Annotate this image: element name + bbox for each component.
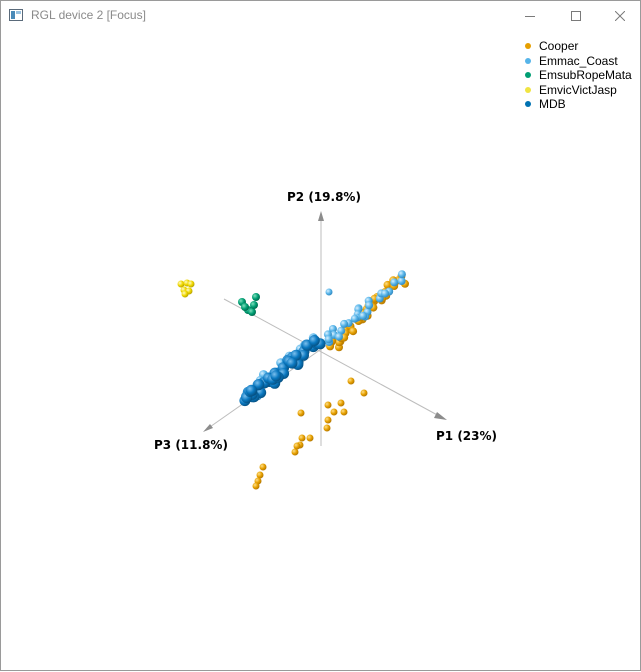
close-button[interactable] [597, 1, 641, 31]
legend-label: Emmac_Coast [539, 53, 618, 68]
maximize-button[interactable] [553, 1, 599, 31]
minimize-icon [525, 16, 535, 17]
point-mdb [270, 370, 282, 382]
legend-swatch [525, 101, 531, 107]
point-cooper [383, 280, 392, 289]
p1-axis-label: P1 (23%) [436, 429, 497, 443]
p2-axis-label: P2 (19.8%) [287, 190, 361, 204]
point-emmac-coast [337, 326, 346, 335]
window-title: RGL device 2 [Focus] [31, 8, 146, 22]
point-emvicvictjasp [181, 290, 189, 298]
legend-label: Cooper [539, 39, 579, 53]
point-cooper [298, 434, 306, 442]
point-cooper [347, 377, 355, 385]
close-icon [615, 11, 625, 21]
point-cooper [252, 482, 260, 490]
point-mdb [286, 357, 298, 369]
legend-swatch [525, 43, 531, 49]
point-mdb [245, 384, 257, 396]
p1-axis-line [223, 298, 442, 418]
sample-points [177, 270, 409, 490]
point-cooper [323, 424, 331, 432]
point-emmac-coast [365, 301, 374, 310]
point-emmac-coast [359, 311, 368, 320]
legend-swatch [525, 86, 531, 93]
point-emmac-coast [350, 314, 359, 323]
point-cooper [293, 442, 301, 450]
point-cooper [340, 408, 348, 416]
p1-axis-arrowhead [434, 412, 447, 420]
point-cooper [324, 416, 332, 424]
point-emsubropemata [252, 293, 260, 301]
title-bar[interactable]: RGL device 2 [Focus] [1, 1, 640, 31]
point-cooper [306, 434, 314, 442]
maximize-icon [571, 11, 581, 21]
point-emmac-coast [381, 289, 390, 298]
p3-axis-arrowhead [203, 424, 213, 432]
point-emsubropemata [250, 301, 258, 309]
point-emmac-coast [390, 278, 399, 287]
p3-axis-label: P3 (11.8%) [154, 438, 228, 452]
rgl-app-icon [9, 9, 23, 21]
legend-swatch [525, 57, 531, 64]
point-emmac-coast [328, 325, 337, 333]
point-cooper [297, 409, 305, 417]
point-emsubropemata [241, 303, 249, 311]
legend-label: EmsubRopeMata [539, 68, 632, 82]
point-emmac-coast [340, 319, 349, 328]
point-mdb [308, 335, 320, 346]
point-emmac-coast [324, 335, 333, 344]
point-cooper [330, 408, 338, 416]
point-emvicvictjasp [187, 280, 195, 288]
axis-lines [203, 211, 447, 446]
point-cooper [291, 448, 299, 456]
legend-label: EmvicVictJasp [539, 82, 617, 97]
rgl-3d-plot-canvas[interactable]: P2 (19.8%) P1 (23%) P3 (11.8%) [1, 31, 641, 672]
point-cooper [360, 389, 368, 397]
point-mdb [253, 379, 265, 390]
point-emmac-coast [397, 277, 406, 285]
point-cooper [337, 399, 345, 407]
point-cooper [256, 471, 264, 479]
point-emvicvictjasp [177, 280, 185, 288]
point-cooper [349, 327, 358, 336]
point-emmac-coast [335, 332, 343, 341]
point-emmac-coast [325, 288, 333, 296]
point-emsubropemata [248, 308, 256, 316]
p2-axis-arrowhead [318, 211, 324, 221]
point-cooper [259, 463, 267, 471]
point-emmac-coast [397, 270, 406, 279]
minimize-button[interactable] [507, 1, 553, 31]
legend-swatch [525, 72, 531, 78]
legend-label: MDB [539, 97, 566, 111]
point-cooper [324, 401, 332, 409]
